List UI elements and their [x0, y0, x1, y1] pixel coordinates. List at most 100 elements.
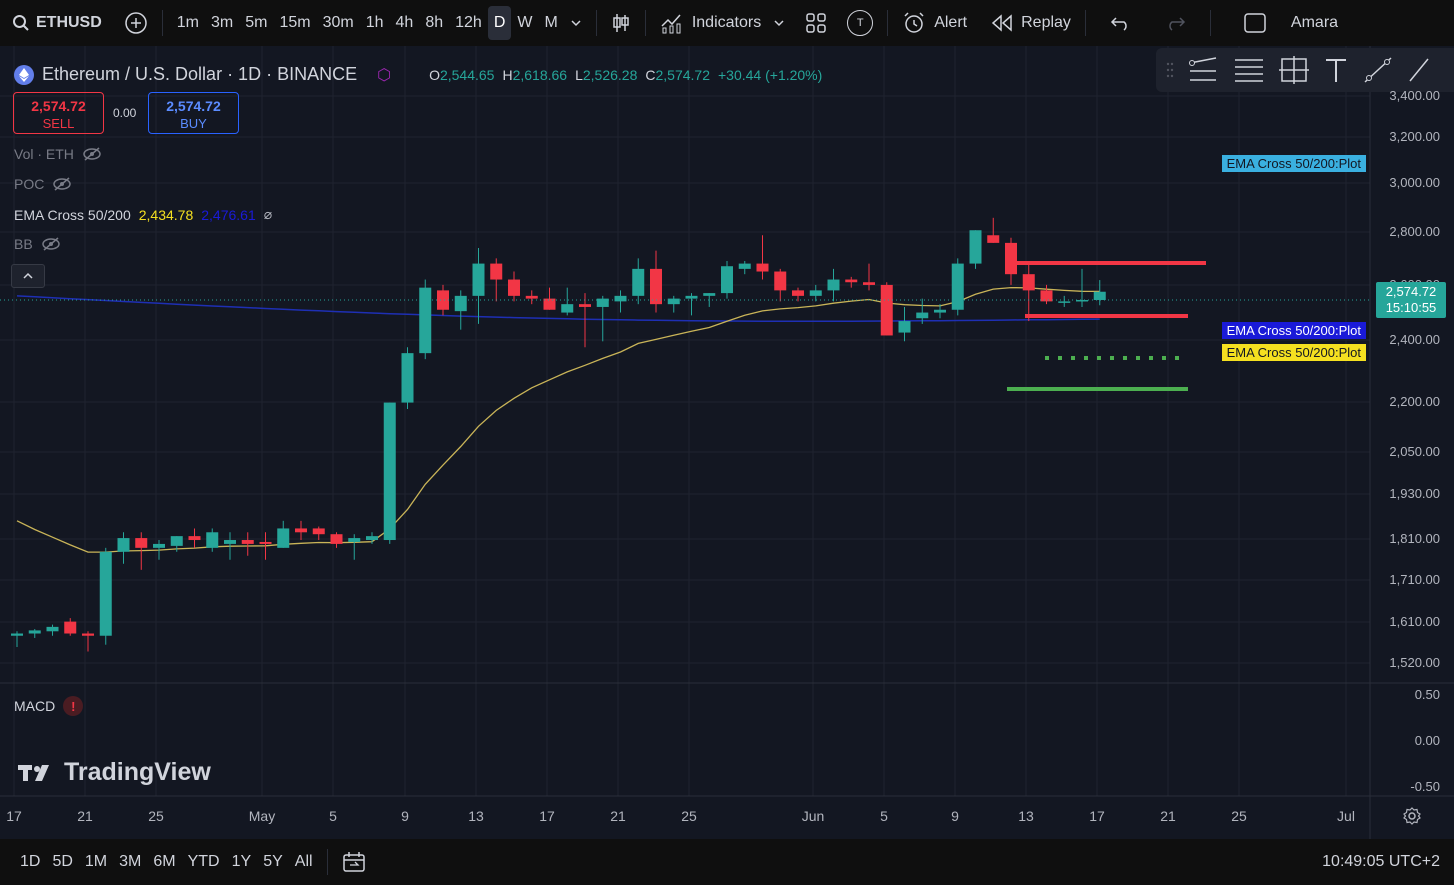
chart-type-button[interactable] — [605, 6, 637, 40]
date-axis-label: 25 — [681, 808, 697, 824]
candle-body — [579, 304, 591, 307]
price-axis-label: 3,400.00 — [1389, 88, 1440, 103]
redo-button[interactable] — [1158, 6, 1192, 40]
chart-pane[interactable]: Ethereum / U.S. Dollar · 1D · BINANCE ⬡ … — [0, 46, 1454, 839]
price-chart[interactable] — [0, 46, 1454, 839]
price-axis-label: 2,200.00 — [1389, 394, 1440, 409]
range-1y[interactable]: 1Y — [231, 853, 252, 870]
interval-d[interactable]: D — [487, 6, 512, 40]
divider — [887, 10, 889, 36]
top-toolbar: ETHUSD 1m 3m 5m 15m 30m 1h 4h 8h 12h D W M Indicato… — [0, 0, 1454, 46]
fib-retracement-icon[interactable] — [1232, 55, 1266, 85]
eye-hidden-icon[interactable] — [82, 147, 102, 161]
indicator-ema-cross[interactable]: EMA Cross 50/200 2,434.78 2,476.61 ⌀ — [14, 206, 272, 223]
candle-body — [135, 538, 148, 548]
candle-body — [312, 528, 325, 535]
open-value: 2,544.65 — [439, 66, 495, 83]
interval-3m[interactable]: 3m — [211, 14, 234, 31]
indicator-bb[interactable]: BB — [14, 236, 61, 252]
user-name[interactable]: Amara — [1285, 6, 1344, 40]
indicator-volume[interactable]: Vol · ETH — [14, 146, 102, 162]
range-ytd[interactable]: YTD — [187, 853, 220, 870]
indicator-poc[interactable]: POC — [14, 176, 72, 192]
clock-timezone[interactable]: 10:49:05 UTC+2 — [1322, 853, 1440, 870]
text-tool-icon[interactable] — [1322, 55, 1350, 85]
compare-add-button[interactable] — [118, 6, 154, 40]
square-icon — [1244, 13, 1266, 33]
redo-icon — [1169, 17, 1185, 31]
fullscreen-button[interactable] — [1237, 6, 1273, 40]
interval-30m[interactable]: 30m — [322, 14, 354, 31]
indicators-dropdown[interactable] — [767, 6, 791, 40]
drag-handle-icon[interactable] — [1166, 61, 1174, 79]
range-6m[interactable]: 6M — [153, 853, 176, 870]
buy-button[interactable]: 2,574.72 BUY — [148, 92, 239, 134]
interval-m[interactable]: M — [544, 14, 558, 31]
error-icon[interactable]: ! — [63, 696, 84, 716]
series-title: Ethereum / U.S. Dollar · 1D · BINANCE — [42, 64, 358, 84]
ema-label: EMA Cross 50/200 — [14, 206, 131, 223]
interval-4h[interactable]: 4h — [395, 14, 414, 31]
date-axis-label: 17 — [6, 808, 22, 824]
undo-button[interactable] — [1104, 6, 1138, 40]
null-icon: ⌀ — [263, 206, 273, 222]
candle-body — [188, 536, 201, 541]
price-axis-label: 1,610.00 — [1389, 614, 1440, 629]
sell-button[interactable]: 2,574.72 SELL — [13, 92, 104, 134]
indicator-group-icon[interactable]: ⬡ — [377, 66, 392, 84]
date-axis-label: 9 — [951, 808, 959, 824]
price-axis-label: 1,810.00 — [1389, 531, 1440, 546]
range-5d[interactable]: 5D — [52, 853, 73, 870]
trend-lines-icon[interactable] — [1186, 55, 1220, 85]
candle-body — [295, 528, 307, 533]
tradingview-logo[interactable]: TradingView — [18, 758, 211, 787]
replay-button[interactable]: Replay — [985, 6, 1077, 40]
undo-icon — [1110, 17, 1127, 31]
eye-hidden-icon[interactable] — [41, 237, 61, 251]
candle-body — [792, 290, 804, 296]
date-axis-label: 5 — [329, 808, 337, 824]
price-axis-label: 2,050.00 — [1389, 444, 1440, 459]
candle-body — [46, 626, 59, 632]
alert-button[interactable]: Alert — [896, 6, 973, 40]
candle-body — [99, 551, 112, 636]
interval-8h[interactable]: 8h — [425, 14, 444, 31]
interval-dropdown[interactable] — [564, 6, 588, 40]
symbol-search[interactable]: ETHUSD — [0, 6, 108, 40]
volume-label: Vol · ETH — [14, 146, 74, 162]
low-value: 2,526.28 — [582, 66, 638, 83]
date-axis-label: Jun — [801, 808, 825, 824]
brush-icon[interactable] — [1406, 55, 1430, 85]
goto-date-button[interactable] — [336, 845, 372, 879]
range-5y[interactable]: 5Y — [263, 853, 283, 870]
patterns-icon[interactable] — [1278, 55, 1310, 85]
interval-5m[interactable]: 5m — [245, 14, 268, 31]
alarm-clock-icon — [904, 12, 924, 33]
interval-w[interactable]: W — [517, 14, 533, 31]
interval-15m[interactable]: 15m — [279, 14, 311, 31]
candle-body — [880, 284, 893, 336]
range-1m[interactable]: 1M — [84, 853, 108, 870]
candle-body — [898, 321, 911, 333]
indicators-button[interactable]: Indicators — [654, 6, 767, 40]
axis-settings-button[interactable] — [1402, 806, 1422, 831]
candles-icon — [613, 14, 629, 32]
date-axis-label: 21 — [1160, 808, 1176, 824]
date-axis-label: 25 — [1231, 808, 1247, 824]
template-button[interactable]: T — [841, 6, 879, 40]
interval-1m[interactable]: 1m — [176, 14, 200, 31]
collapse-legend-button[interactable] — [11, 264, 45, 288]
ruler-line-icon[interactable] — [1362, 55, 1394, 85]
macd-axis-label: 0.00 — [1414, 733, 1440, 748]
range-3m[interactable]: 3M — [119, 853, 142, 870]
range-all[interactable]: All — [294, 853, 313, 870]
interval-12h[interactable]: 12h — [455, 14, 482, 31]
eye-hidden-icon[interactable] — [52, 177, 72, 191]
candle-body — [330, 534, 343, 544]
interval-1h[interactable]: 1h — [365, 14, 384, 31]
range-1d[interactable]: 1D — [20, 853, 41, 870]
layouts-button[interactable] — [799, 6, 833, 40]
candle-body — [277, 528, 290, 548]
macd-axis-label: 0.50 — [1414, 687, 1440, 702]
indicator-macd[interactable]: MACD ! — [14, 696, 84, 716]
